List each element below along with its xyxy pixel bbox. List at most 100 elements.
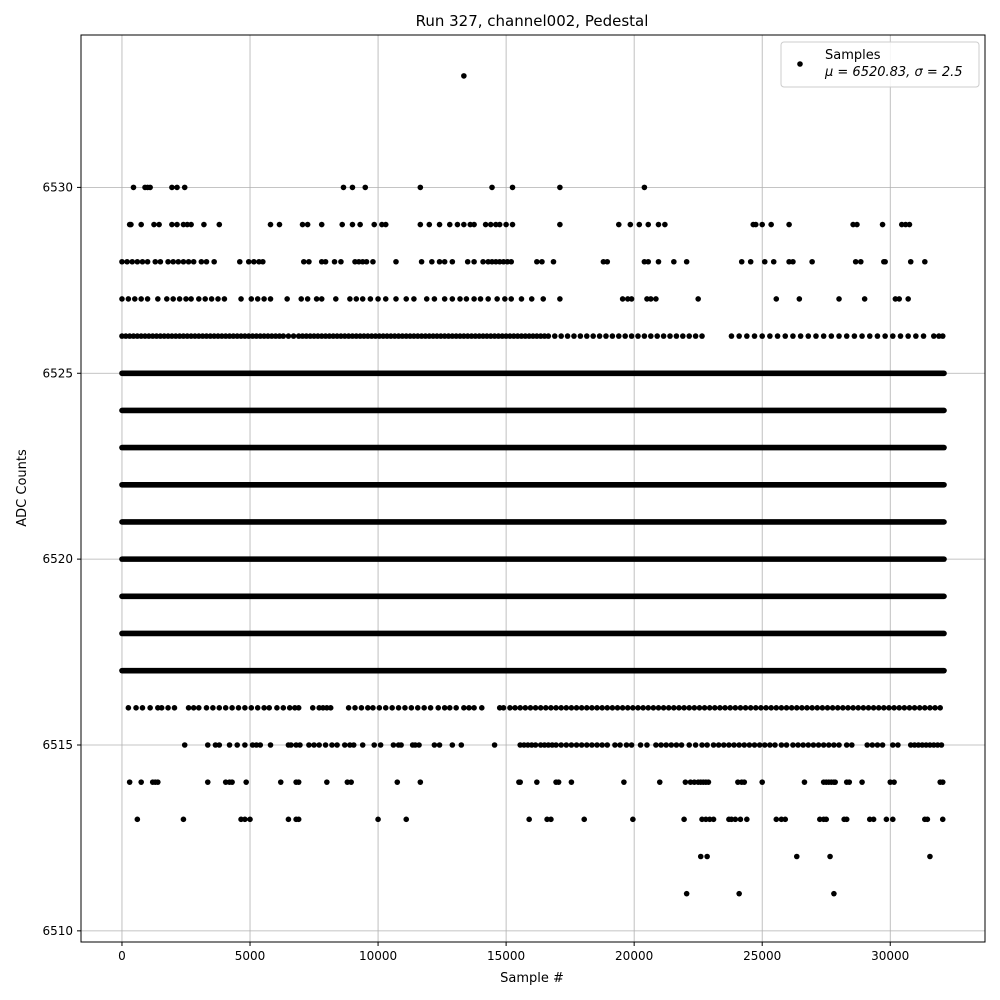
data-point: [471, 221, 477, 228]
data-point: [192, 333, 198, 339]
data-point: [691, 779, 698, 785]
data-point: [550, 258, 557, 265]
data-point: [644, 296, 650, 302]
data-point: [541, 742, 548, 748]
data-point: [795, 742, 801, 748]
data-point: [418, 333, 425, 339]
data-point: [229, 779, 235, 785]
data-point: [203, 258, 210, 265]
data-point: [906, 705, 913, 711]
data-point: [715, 742, 722, 748]
data-point: [509, 221, 516, 228]
data-point: [349, 333, 356, 339]
data-point: [800, 742, 806, 748]
data-point: [656, 779, 663, 785]
data-point: [139, 258, 146, 265]
data-point: [295, 779, 302, 785]
data-point: [359, 258, 366, 265]
data-point: [257, 333, 264, 339]
data-point: [747, 705, 754, 711]
data-point: [449, 296, 456, 302]
data-point: [146, 333, 152, 339]
data-point: [180, 333, 187, 339]
data-point: [407, 333, 413, 339]
data-point: [139, 705, 146, 711]
data-point: [427, 705, 434, 711]
data-point: [927, 742, 933, 748]
data-point: [298, 296, 305, 302]
data-point: [663, 742, 669, 748]
data-point: [875, 705, 882, 711]
data-point: [242, 742, 248, 748]
data-point: [667, 333, 673, 339]
data-point: [843, 742, 850, 748]
data-point: [788, 705, 795, 711]
data-point: [898, 221, 905, 228]
data-point: [793, 853, 800, 860]
data-point: [471, 705, 477, 711]
data-point: [761, 258, 768, 265]
data-point: [181, 742, 188, 748]
data-point: [938, 742, 945, 748]
data-point: [322, 742, 329, 748]
data-point: [768, 221, 774, 228]
x-tick-label: 25000: [743, 949, 781, 963]
data-point: [850, 221, 856, 228]
data-point: [306, 742, 312, 748]
data-point: [318, 258, 325, 265]
data-point: [736, 890, 742, 897]
data-point: [441, 333, 448, 339]
data-point: [609, 705, 616, 711]
data-point: [521, 742, 527, 748]
data-point: [676, 705, 682, 711]
data-point: [174, 221, 180, 228]
data-point: [770, 258, 777, 265]
data-point: [295, 705, 302, 711]
data-point: [198, 258, 205, 265]
data-point: [932, 705, 938, 711]
data-point: [810, 742, 817, 748]
data-point: [891, 705, 897, 711]
data-point: [411, 333, 417, 339]
data-point: [472, 333, 479, 339]
data-point: [334, 742, 340, 748]
data-point: [153, 333, 160, 339]
data-point: [152, 258, 159, 265]
data-point: [253, 333, 260, 339]
data-point: [299, 221, 306, 228]
data-point: [778, 816, 785, 823]
data-point: [797, 333, 804, 339]
data-point: [699, 333, 705, 339]
data-point: [384, 333, 390, 339]
data-point: [261, 296, 267, 302]
data-point: [783, 742, 790, 748]
data-point: [589, 705, 595, 711]
data-point: [532, 742, 539, 748]
data-point: [512, 705, 518, 711]
data-point: [865, 705, 872, 711]
data-point: [181, 184, 188, 191]
x-tick-label: 20000: [615, 949, 653, 963]
data-point: [480, 333, 486, 339]
data-point: [496, 705, 503, 711]
data-point: [571, 333, 577, 339]
data-point: [156, 221, 162, 228]
data-point: [219, 333, 225, 339]
y-tick-label: 6515: [42, 738, 73, 752]
data-point: [726, 742, 732, 748]
data-point: [840, 705, 846, 711]
data-point: [421, 705, 427, 711]
data-point: [545, 742, 552, 748]
data-point: [744, 333, 750, 339]
data-point: [817, 816, 823, 823]
data-point: [911, 742, 918, 748]
data-point: [555, 779, 562, 785]
data-point: [449, 742, 456, 748]
data-point: [759, 221, 766, 228]
data-point: [260, 258, 266, 265]
data-point: [494, 296, 500, 302]
data-point: [752, 221, 759, 228]
data-point: [417, 221, 424, 228]
data-point: [487, 221, 494, 228]
data-point: [558, 705, 564, 711]
